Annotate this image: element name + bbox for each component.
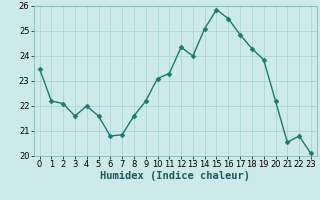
X-axis label: Humidex (Indice chaleur): Humidex (Indice chaleur) — [100, 171, 250, 181]
